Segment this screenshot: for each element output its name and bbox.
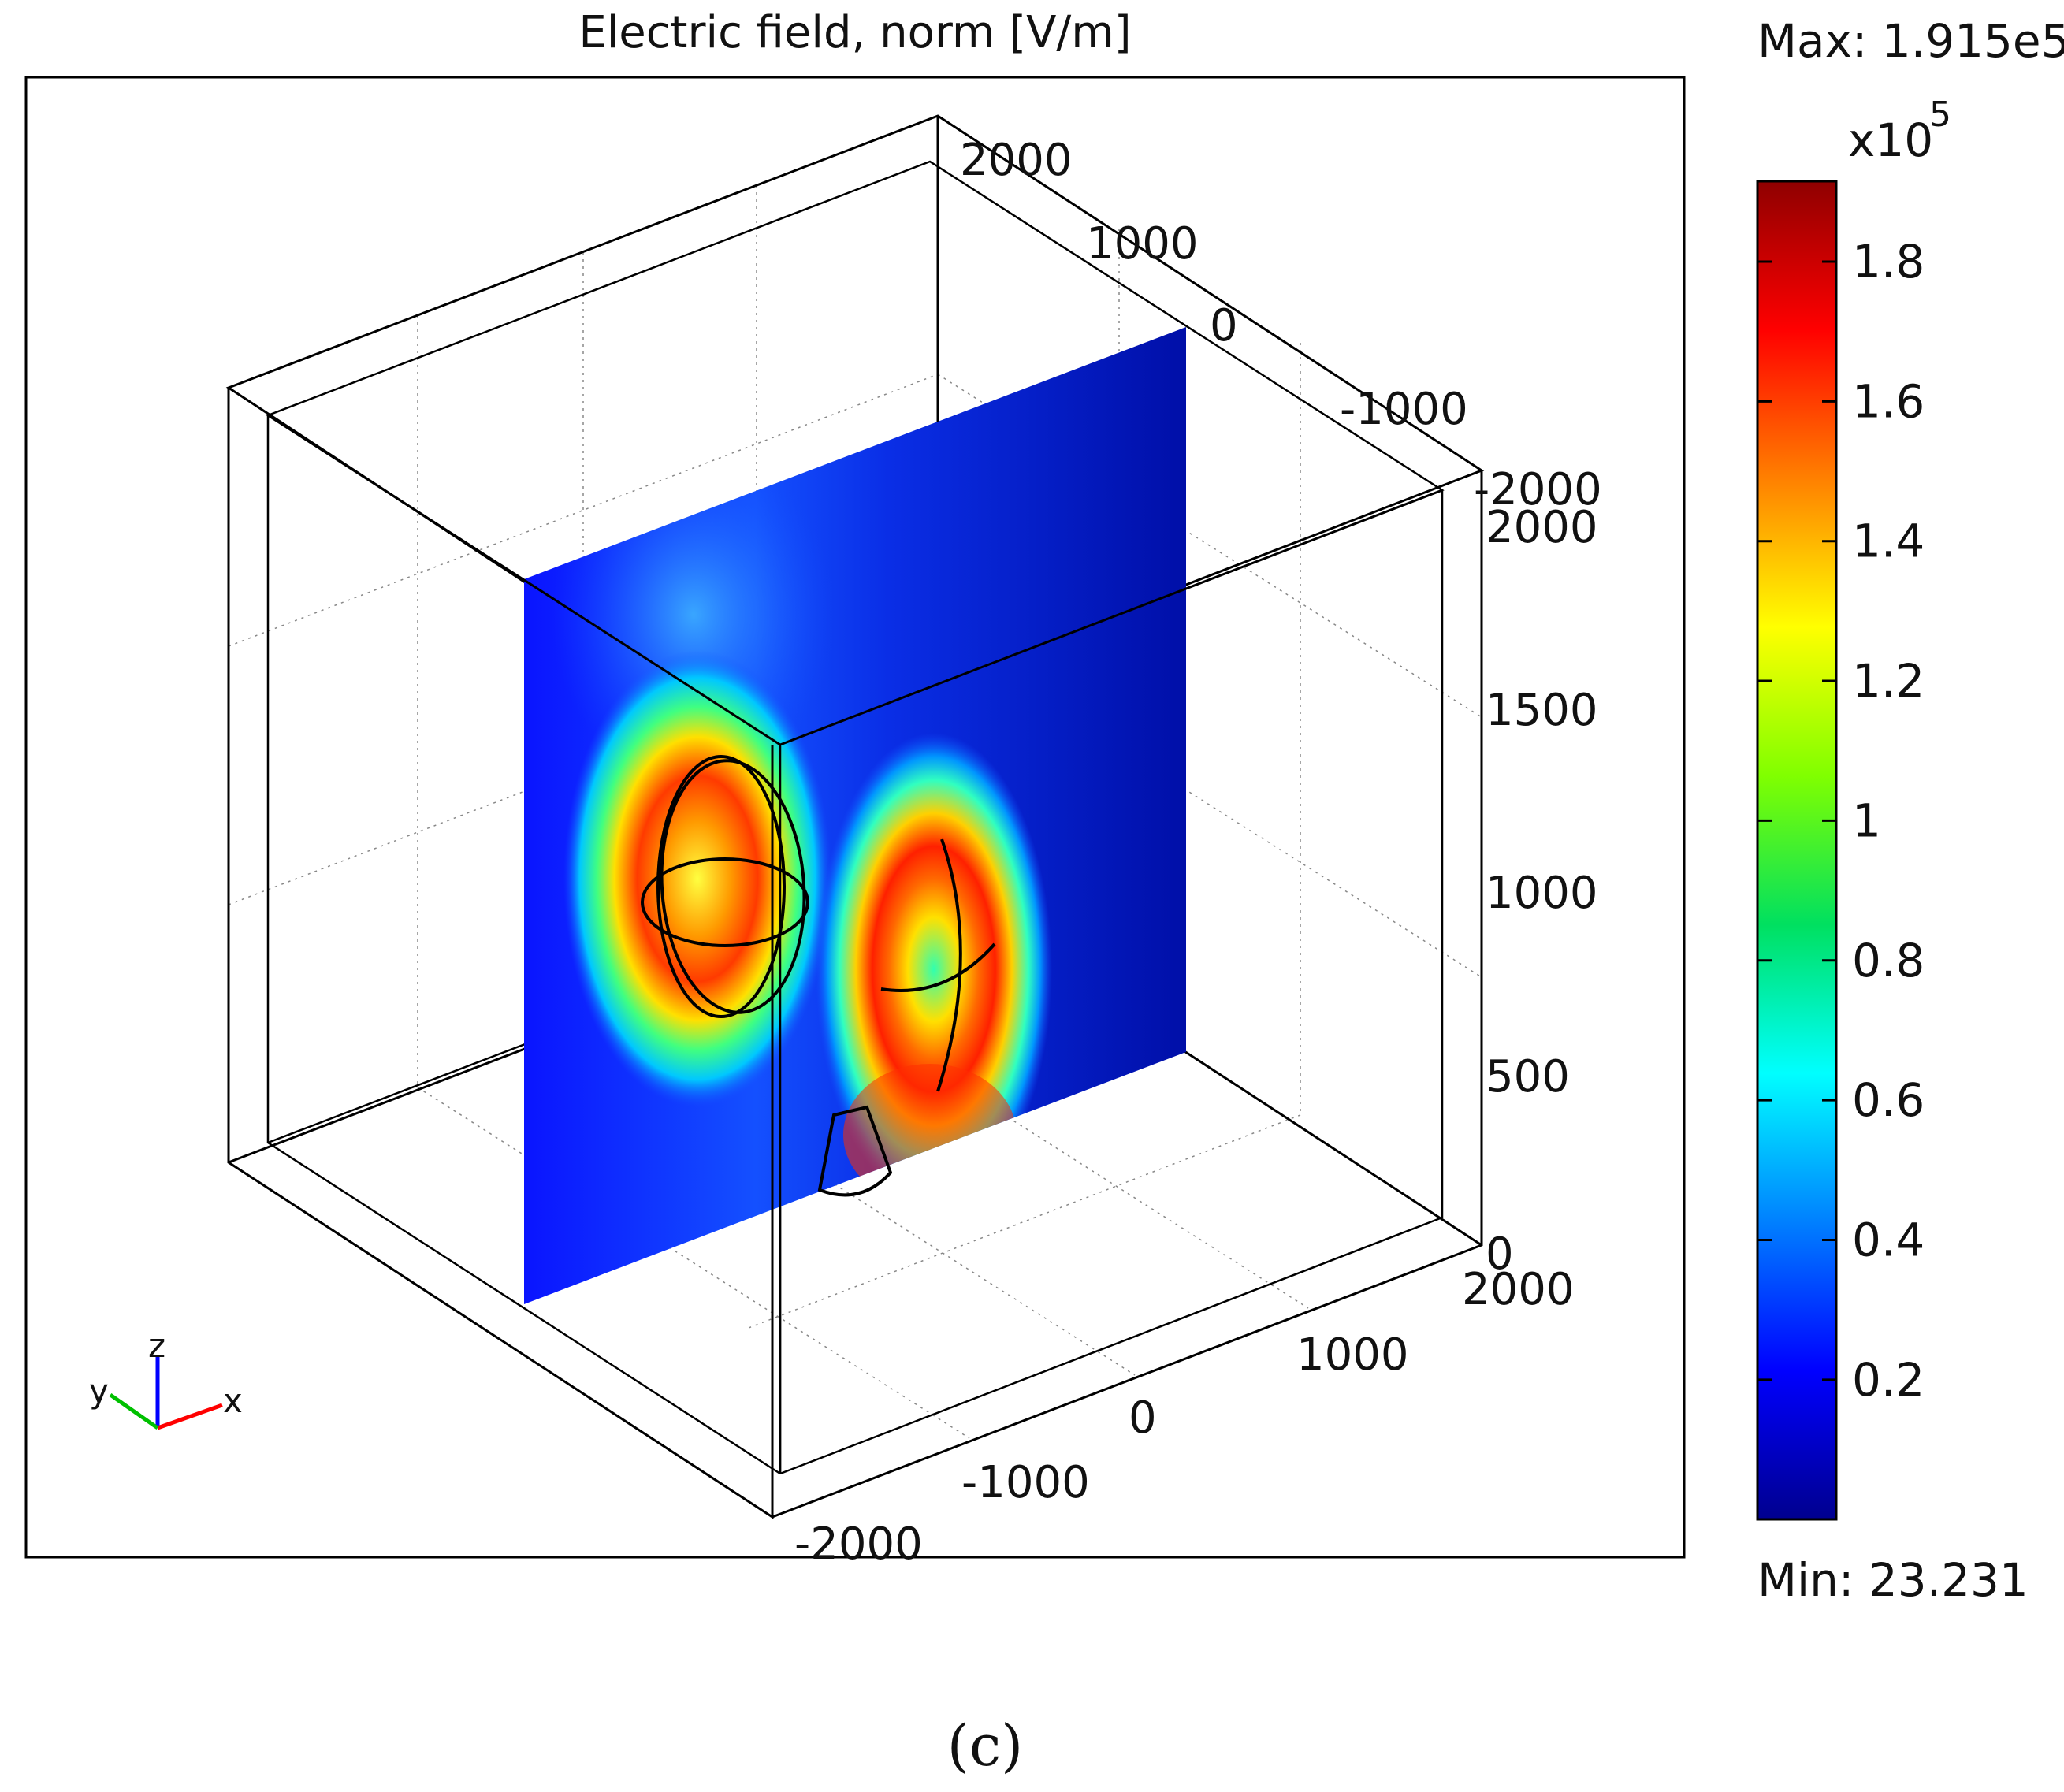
x-tick-0: 2000 [1462, 1264, 1575, 1315]
y-axis-ticks: 2000 1000 0 -1000 -2000 [960, 135, 1602, 515]
colorbar-multiplier: x10 [1848, 113, 1933, 167]
triad-y-axis [109, 1392, 159, 1430]
field-glow-bottom [843, 1064, 1017, 1206]
z-tick-4: 0 [1486, 1229, 1514, 1280]
orientation-triad: z x y [89, 1326, 243, 1430]
coil-stand [817, 1105, 893, 1197]
chart-title: Electric field, norm [V/m] [578, 7, 1131, 58]
z-tick-0: 2000 [1486, 502, 1598, 553]
y-tick-1: 1000 [1086, 218, 1199, 270]
colorbar-tick-label-8: 0.2 [1852, 1353, 1925, 1407]
z-tick-2: 1000 [1486, 868, 1598, 919]
y-tick-2: 0 [1210, 300, 1238, 351]
colorbar-tick-label-5: 0.8 [1852, 934, 1925, 987]
z-tick-1: 1500 [1486, 685, 1598, 736]
coil-right-arc-v [936, 838, 962, 1092]
triad-x-label: x [223, 1381, 243, 1420]
field-slice [524, 327, 1186, 1304]
colorbar-ticks: 1.8 1.6 1.4 1.2 1 0.8 0.6 0.4 0.2 [1757, 235, 1925, 1407]
z-axis-ticks: 2000 1500 1000 500 0 [1486, 502, 1598, 1280]
colorbar: Max: 1.915e5 x10 5 1.8 1.6 1.4 1.2 1 0.8 0.6 0.… [1756, 14, 2064, 1607]
x-tick-4: -2000 [794, 1519, 923, 1570]
coil-left-ring-2 [660, 759, 806, 1014]
x-axis-ticks: 2000 1000 0 -1000 -2000 [794, 1264, 1575, 1570]
y-tick-3: -1000 [1340, 384, 1468, 435]
triad-x-axis [157, 1403, 223, 1430]
y-tick-0: 2000 [960, 135, 1073, 186]
x-tick-2: 0 [1129, 1392, 1157, 1444]
colorbar-tick-label-2: 1.4 [1852, 515, 1925, 568]
box-front-edges [267, 414, 1443, 1517]
colorbar-max-label: Max: 1.915e5 [1757, 14, 2064, 68]
coil-left-ring-1 [656, 755, 786, 1018]
colorbar-multiplier-exponent: 5 [1929, 95, 1951, 135]
triad-y-label: y [89, 1372, 109, 1411]
plot-frame [24, 76, 1686, 1559]
colorbar-tick-label-4: 1 [1852, 794, 1881, 847]
x-tick-1: 1000 [1296, 1329, 1409, 1381]
y-tick-4: -2000 [1474, 464, 1602, 515]
colorbar-ramp [1756, 180, 1838, 1521]
colorbar-tick-label-0: 1.8 [1852, 235, 1925, 288]
triad-z-label: z [148, 1326, 165, 1365]
coil-geometry [641, 755, 996, 1197]
coil-right-arc-h [880, 942, 996, 993]
colorbar-tick-label-6: 0.6 [1852, 1073, 1925, 1127]
colorbar-tick-label-1: 1.6 [1852, 374, 1925, 428]
colorbar-min-label: Min: 23.231 [1757, 1553, 2029, 1607]
field-hotspot-left [563, 650, 831, 1107]
z-tick-3: 500 [1486, 1051, 1570, 1102]
x-tick-3: -1000 [961, 1457, 1090, 1508]
colorbar-tick-label-7: 0.4 [1852, 1213, 1925, 1266]
colorbar-tick-label-3: 1.2 [1852, 654, 1925, 708]
figure-caption: (c) [947, 1712, 1024, 1779]
coil-left-ring-h [641, 857, 809, 947]
